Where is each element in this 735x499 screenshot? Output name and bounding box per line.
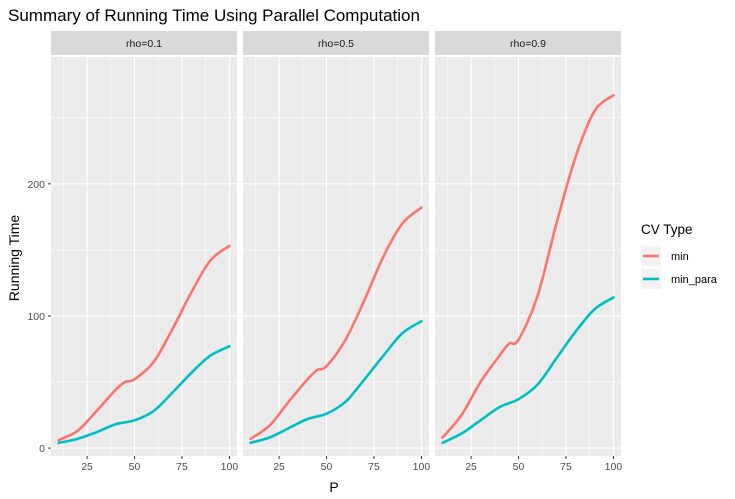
facet-panel-2: rho=0.5 25 50 75 100 — [243, 31, 430, 473]
facet-panel-3: rho=0.9 25 50 75 100 — [435, 31, 622, 473]
chart-title: Summary of Running Time Using Parallel C… — [8, 6, 420, 25]
plot-panel-background — [51, 57, 237, 456]
y-axis: 0 100 200 — [27, 179, 51, 455]
facet-strip-label: rho=0.1 — [126, 38, 162, 50]
x-tick-label: 75 — [560, 461, 572, 473]
x-tick-label: 25 — [465, 461, 477, 473]
facet-strip — [51, 31, 237, 55]
facet-strip-label: rho=0.5 — [318, 38, 354, 50]
y-tick-label: 0 — [39, 443, 45, 455]
series-line-min — [57, 244, 231, 442]
facet-panels: rho=0.1 25 50 75 100 rho=0.5 25 50 75 100 rho=0.9 2… — [51, 31, 622, 473]
plot-panel-background — [243, 57, 429, 456]
series-line-min-para — [249, 319, 423, 445]
plot-panel-background — [435, 57, 621, 456]
facet-strip — [243, 31, 429, 55]
y-axis-title: Running Time — [6, 215, 22, 302]
series-line-min — [441, 94, 615, 439]
x-tick-label: 50 — [321, 461, 333, 473]
x-tick-label: 75 — [176, 461, 188, 473]
series-line-min-para — [441, 296, 615, 445]
legend: CV Type min min_para — [641, 222, 718, 289]
facet-strip — [435, 31, 621, 55]
series-line-min — [249, 206, 423, 441]
x-tick-label: 100 — [605, 461, 623, 473]
facet-panel-1: rho=0.1 25 50 75 100 — [51, 31, 238, 473]
x-axis-title: P — [329, 479, 338, 495]
x-tick-label: 25 — [81, 461, 93, 473]
y-tick-label: 100 — [27, 311, 45, 323]
x-tick-label: 100 — [413, 461, 431, 473]
y-tick-label: 200 — [27, 179, 45, 191]
legend-label-min-para: min_para — [671, 274, 718, 286]
x-tick-label: 50 — [129, 461, 141, 473]
x-tick-label: 50 — [513, 461, 525, 473]
series-line-min-para — [57, 345, 231, 445]
x-tick-label: 75 — [368, 461, 380, 473]
facet-strip-label: rho=0.9 — [510, 38, 546, 50]
x-tick-label: 25 — [273, 461, 285, 473]
x-tick-label: 100 — [221, 461, 239, 473]
legend-label-min: min — [671, 251, 689, 263]
legend-title: CV Type — [641, 222, 693, 237]
